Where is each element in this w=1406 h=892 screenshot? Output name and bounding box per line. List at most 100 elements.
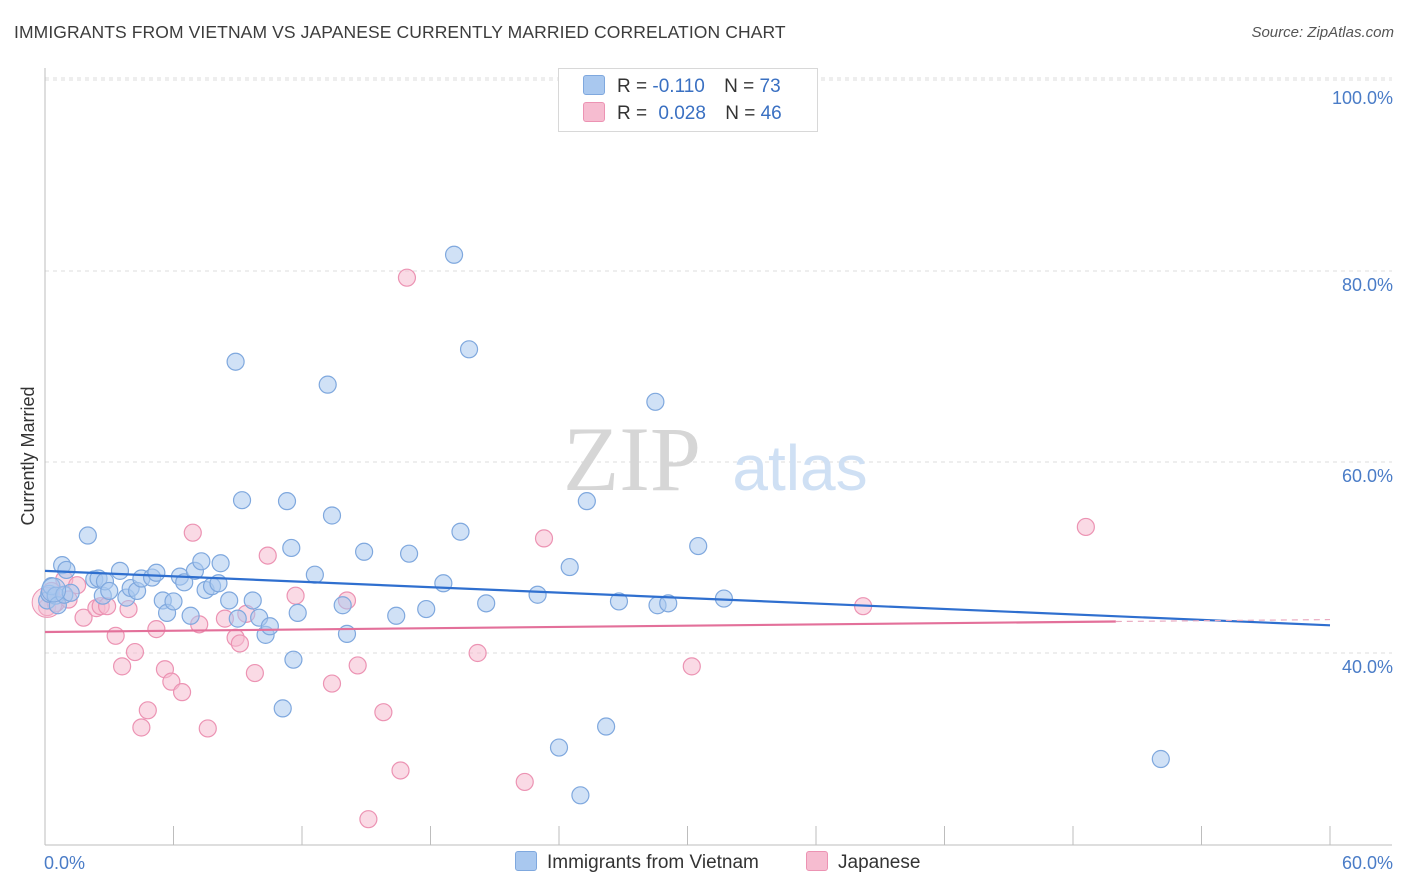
y-tick-label: 80.0% — [1342, 275, 1393, 295]
data-point-vietnam — [110, 561, 130, 580]
data-point-vietnam — [399, 544, 419, 563]
legend-r-value: -0.110 — [652, 76, 705, 97]
data-point-vietnam — [260, 617, 279, 636]
data-point-vietnam — [477, 594, 496, 613]
data-point-vietnam — [78, 526, 97, 545]
legend-row-japanese: R = 0.028 N = 46 — [583, 102, 782, 128]
data-point-japanese — [322, 674, 342, 693]
data-point-vietnam — [459, 340, 479, 359]
data-point-vietnam — [226, 352, 245, 371]
data-point-japanese — [348, 656, 367, 675]
data-point-japanese — [391, 761, 410, 780]
x-tick-label: 0.0% — [44, 853, 85, 873]
bottom-legend-swatch-vietnam — [515, 851, 537, 871]
legend-n-value: 46 — [760, 103, 782, 124]
data-point-vietnam — [609, 592, 629, 611]
data-point-vietnam — [232, 491, 252, 510]
data-point-japanese — [374, 703, 393, 722]
data-point-japanese — [258, 546, 277, 565]
data-point-vietnam — [175, 573, 194, 592]
y-axis-label: Currently Married — [18, 386, 38, 525]
data-point-japanese — [138, 701, 157, 720]
legend-r-label: R = — [617, 103, 648, 124]
data-point-japanese — [112, 657, 132, 676]
data-point-vietnam — [288, 603, 307, 622]
data-point-vietnam — [100, 581, 119, 601]
data-point-vietnam — [211, 554, 230, 573]
data-point-vietnam — [689, 536, 708, 556]
bottom-legend-japanese: Japanese — [806, 851, 920, 874]
data-point-japanese — [172, 683, 192, 702]
watermark-atlas: atlas — [732, 432, 867, 504]
data-point-vietnam — [417, 599, 436, 619]
data-point-japanese — [125, 642, 145, 662]
trend-lines — [44, 569, 1331, 634]
data-point-vietnam — [560, 557, 579, 577]
bottom-legend-vietnam: Immigrants from Vietnam — [515, 851, 759, 874]
data-point-japanese — [230, 634, 249, 653]
data-point-japanese — [515, 772, 534, 792]
data-point-vietnam — [434, 574, 453, 593]
data-point-vietnam — [577, 492, 596, 511]
legend-n-value: 73 — [759, 76, 781, 97]
data-point-japanese — [1076, 517, 1095, 537]
data-point-vietnam — [192, 552, 211, 571]
data-point-vietnam — [646, 392, 665, 411]
bottom-legend-label-japanese: Japanese — [838, 852, 921, 873]
data-point-vietnam — [305, 565, 324, 584]
data-point-vietnam — [61, 583, 80, 602]
legend-swatch-japanese — [583, 102, 605, 122]
data-point-vietnam — [444, 245, 464, 264]
y-tick-label: 100.0% — [1332, 88, 1393, 108]
axes: 40.0% 60.0% 80.0% 100.0% 0.0% 60.0% — [44, 68, 1393, 873]
trend-line-japanese — [44, 620, 1116, 634]
data-point-vietnam — [147, 563, 166, 582]
data-point-vietnam — [1151, 749, 1170, 769]
data-point-vietnam — [322, 506, 342, 525]
data-point-vietnam — [571, 786, 590, 805]
data-point-vietnam — [549, 738, 569, 757]
watermark: ZIP atlas — [563, 408, 868, 510]
legend-r-value: 0.028 — [658, 103, 706, 124]
data-point-vietnam — [451, 522, 470, 541]
data-point-vietnam — [41, 577, 67, 603]
trend-line-vietnam — [44, 569, 1331, 627]
legend: R = -0.110 N = 73 R = 0.028 N = 46 — [558, 68, 818, 132]
legend-swatch-vietnam — [583, 75, 605, 95]
data-point-vietnam — [243, 591, 262, 610]
data-point-vietnam — [181, 606, 200, 625]
bottom-legend-swatch-japanese — [806, 851, 828, 871]
data-point-japanese — [245, 663, 264, 683]
chart-title: IMMIGRANTS FROM VIETNAM VS JAPANESE CURR… — [14, 22, 786, 42]
data-point-vietnam — [387, 606, 406, 625]
data-point-japanese — [106, 626, 125, 645]
data-point-japanese — [682, 657, 701, 676]
data-point-vietnam — [273, 699, 292, 718]
legend-row-vietnam: R = -0.110 N = 73 — [583, 75, 781, 101]
data-point-japanese — [468, 643, 487, 663]
data-point-vietnam — [528, 585, 547, 604]
y-tick-label: 60.0% — [1342, 466, 1393, 486]
data-point-vietnam — [318, 375, 337, 394]
data-point-vietnam — [659, 594, 678, 613]
legend-n-label: N = — [724, 76, 755, 97]
data-point-japanese — [286, 586, 305, 605]
y-tick-label: 40.0% — [1342, 657, 1393, 677]
data-point-vietnam — [228, 609, 247, 628]
x-tick-label: 60.0% — [1342, 853, 1393, 873]
data-point-japanese — [147, 620, 166, 639]
data-point-vietnam — [333, 596, 352, 615]
data-point-japanese — [74, 608, 93, 627]
bottom-legend-label-vietnam: Immigrants from Vietnam — [547, 852, 759, 873]
data-point-japanese — [359, 810, 378, 829]
data-point-vietnam — [282, 538, 301, 558]
data-point-japanese — [397, 268, 417, 287]
trend-line-japanese-extension — [1115, 618, 1331, 623]
data-point-japanese — [198, 719, 217, 738]
data-point-vietnam — [57, 560, 76, 580]
data-point-vietnam — [284, 650, 303, 669]
data-point-japanese — [183, 523, 202, 542]
data-point-vietnam — [355, 542, 374, 561]
data-point-japanese — [132, 718, 151, 737]
